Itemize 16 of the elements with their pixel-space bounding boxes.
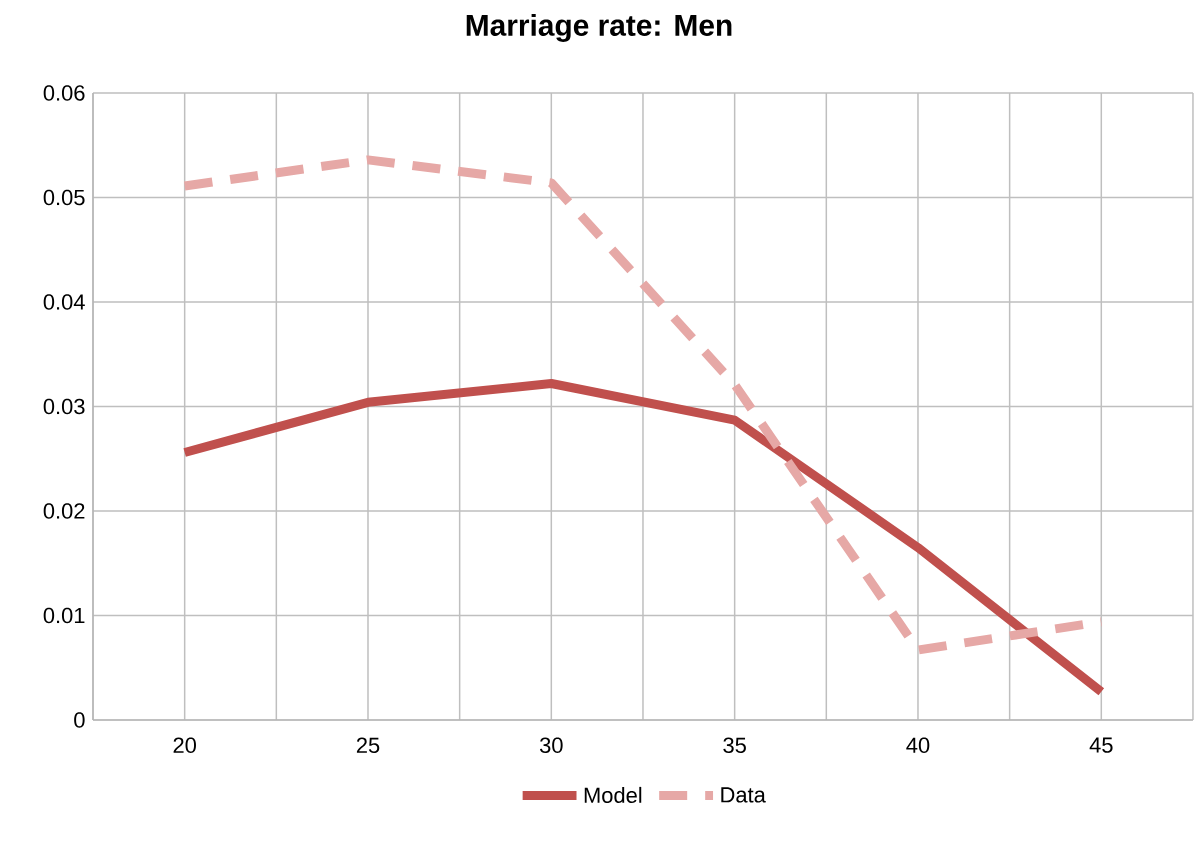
y-tick-label: 0.03 bbox=[43, 398, 85, 415]
y-tick-label: 0 bbox=[74, 712, 85, 728]
legend-label: Model bbox=[584, 786, 642, 803]
x-tick-label: 45 bbox=[1089, 737, 1113, 753]
y-tick-label: 0.02 bbox=[43, 503, 85, 519]
y-tick-label: 0.01 bbox=[43, 607, 85, 624]
x-tick-label: 35 bbox=[723, 737, 746, 754]
x-tick-label: 20 bbox=[173, 737, 196, 754]
legend-label: Data bbox=[721, 787, 766, 803]
x-tick-label: 25 bbox=[356, 737, 380, 754]
y-tick-label: 0.05 bbox=[43, 189, 85, 206]
y-tick-label: 0.06 bbox=[43, 85, 85, 101]
y-tick-label: 0.04 bbox=[43, 294, 85, 310]
x-tick-label: 40 bbox=[906, 737, 930, 754]
chart-title: Marriage rate: Men bbox=[466, 13, 732, 42]
x-tick-label: 30 bbox=[539, 737, 563, 754]
